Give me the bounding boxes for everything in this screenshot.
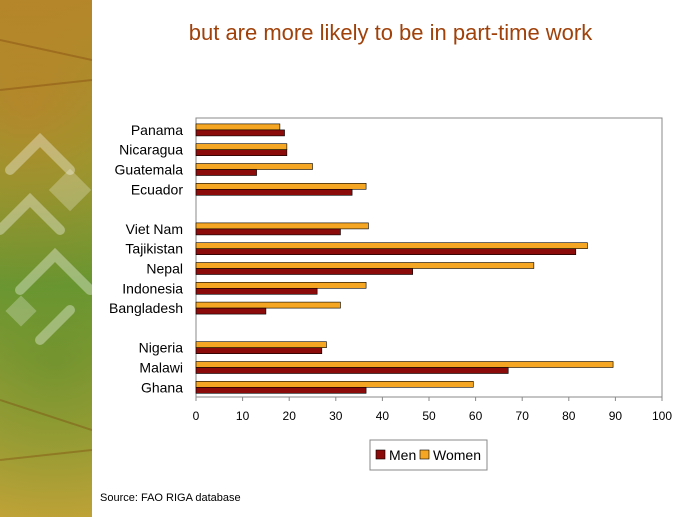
bar-women-ghana — [195, 380, 474, 388]
category-label-ecuador: Ecuador — [131, 181, 183, 197]
bar-women-bangladesh — [195, 301, 341, 309]
bar-men-malawi — [195, 367, 509, 374]
bar-women-ecuador — [195, 183, 367, 190]
decorative-arrows-image — [0, 39, 92, 461]
category-label-ghana: Ghana — [141, 379, 183, 395]
x-tick-label: 50 — [422, 409, 436, 423]
category-label-bangladesh: Bangladesh — [109, 300, 183, 316]
x-tick-label: 70 — [516, 409, 530, 423]
bar-men-nicaragua — [195, 149, 288, 156]
bar-women-nicaragua — [195, 143, 288, 150]
bar-men-bangladesh — [195, 307, 267, 315]
x-tick-label: 10 — [236, 409, 250, 423]
legend-label-women: Women — [433, 447, 481, 463]
category-label-panama: Panama — [131, 122, 183, 138]
category-label-nicaragua: Nicaragua — [119, 142, 183, 158]
bar-men-viet-nam — [195, 228, 341, 236]
x-tick-label: 90 — [609, 409, 623, 423]
x-tick-label: 20 — [283, 409, 297, 423]
bar-men-nigeria — [195, 347, 323, 355]
category-label-tajikistan: Tajikistan — [125, 241, 183, 257]
bar-men-tajikistan — [195, 248, 577, 255]
x-tick-label: 60 — [469, 409, 483, 423]
x-tick-label: 30 — [329, 409, 343, 423]
bar-women-viet-nam — [195, 222, 369, 230]
category-label-nigeria: Nigeria — [139, 340, 184, 356]
category-label-nepal: Nepal — [146, 261, 183, 277]
category-label-indonesia: Indonesia — [122, 280, 183, 296]
bar-men-ghana — [195, 386, 367, 394]
bar-women-indonesia — [195, 281, 367, 289]
category-label-viet-nam: Viet Nam — [126, 221, 183, 237]
bar-women-nepal — [195, 262, 535, 269]
chart-title: but are more likely to be in part-time w… — [188, 20, 593, 45]
x-tick-label: 40 — [376, 409, 390, 423]
source-note: Source: FAO RIGA database — [100, 492, 241, 504]
bar-women-nigeria — [195, 341, 327, 349]
bar-men-panama — [195, 129, 285, 137]
x-tick-label: 80 — [562, 409, 576, 423]
category-label-malawi: Malawi — [139, 360, 183, 376]
bar-women-panama — [195, 123, 281, 131]
bar-women-guatemala — [195, 163, 313, 170]
bar-men-guatemala — [195, 169, 257, 176]
bar-women-tajikistan — [195, 242, 588, 249]
bar-men-indonesia — [195, 287, 318, 295]
bar-women-malawi — [195, 361, 614, 368]
legend-swatch-men — [375, 449, 386, 460]
legend-label-men: Men — [389, 447, 416, 463]
decorative-side-panel — [0, 0, 92, 517]
x-tick-label: 0 — [193, 409, 200, 423]
plot-area — [195, 117, 663, 398]
bar-men-nepal — [195, 268, 413, 275]
legend-swatch-women — [419, 449, 430, 460]
x-tick-label: 100 — [652, 409, 672, 423]
category-label-guatemala: Guatemala — [115, 162, 184, 178]
bar-men-ecuador — [195, 189, 353, 196]
